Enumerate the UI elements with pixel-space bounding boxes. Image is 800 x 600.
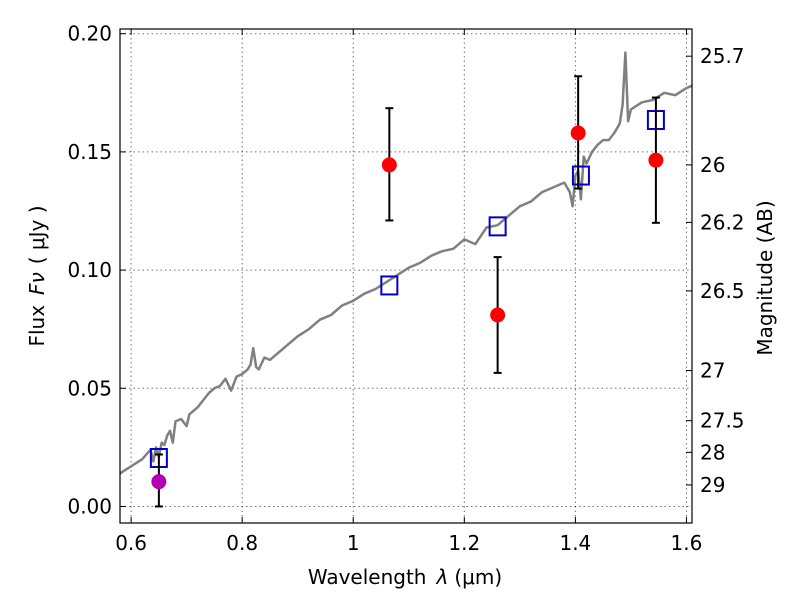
y-tick-label: 0.20 bbox=[67, 22, 112, 46]
y2-axis-title: Magnitude (AB) bbox=[753, 200, 777, 355]
observed-flux-point bbox=[151, 474, 167, 490]
model-band-flux-marker bbox=[488, 216, 507, 237]
magnitude-tick-label: 27 bbox=[700, 359, 725, 383]
observed-flux-point bbox=[648, 152, 664, 168]
magnitude-tick-label: 26 bbox=[700, 153, 725, 177]
x-axis-title: Wavelength λ (μm) bbox=[308, 565, 502, 589]
observed-flux-point bbox=[490, 307, 506, 323]
y-axis-title: FluxFν( μJy ) bbox=[25, 205, 49, 346]
magnitude-tick-label: 25.7 bbox=[700, 44, 745, 68]
magnitude-tick-label: 27.5 bbox=[700, 409, 745, 433]
x-tick-label: 1.6 bbox=[671, 531, 703, 555]
x-tick-label: 1.4 bbox=[559, 531, 591, 555]
model-band-flux-marker bbox=[571, 165, 590, 186]
magnitude-tick-label: 28 bbox=[700, 440, 725, 464]
grid bbox=[120, 29, 692, 523]
x-tick-label: 1.2 bbox=[448, 531, 480, 555]
plot-frame bbox=[119, 28, 693, 524]
x-tick-label: 0.6 bbox=[115, 531, 147, 555]
magnitude-tick-label: 26.5 bbox=[700, 279, 745, 303]
y-tick-label: 0.00 bbox=[67, 494, 112, 518]
model-band-flux-marker bbox=[380, 275, 399, 296]
observed-flux-point bbox=[570, 125, 586, 141]
plot-data bbox=[119, 51, 693, 508]
y-tick-label: 0.15 bbox=[67, 140, 112, 164]
y-tick-label: 0.05 bbox=[67, 376, 112, 400]
magnitude-tick-label: 26.2 bbox=[700, 210, 745, 234]
x-tick-label: 1 bbox=[347, 531, 360, 555]
spectrum-line bbox=[119, 51, 693, 475]
observed-flux-point bbox=[381, 157, 397, 173]
y-tick-label: 0.10 bbox=[67, 258, 112, 282]
magnitude-tick-label: 29 bbox=[700, 473, 725, 497]
x-tick-label: 0.8 bbox=[226, 531, 258, 555]
axis-ticks: 0.6 0.8 1 1.2 1.4 1.6 0.00 0.05 0.10 0.15 0.20 25.7… bbox=[67, 22, 744, 555]
